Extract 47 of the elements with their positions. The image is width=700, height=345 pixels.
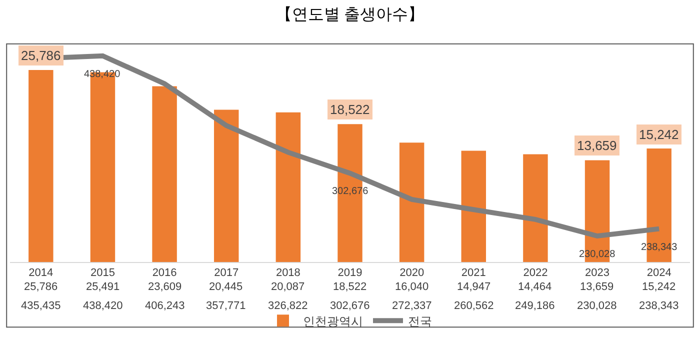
data-label: 14,464	[518, 281, 552, 293]
x-tick-label: 2023	[585, 267, 610, 280]
x-tick-label: 2021	[461, 267, 486, 280]
annotation: 25,786	[21, 48, 61, 63]
text: 238,343	[639, 300, 679, 312]
annotation: 15,242	[639, 127, 679, 142]
data-label: 13,659	[580, 281, 614, 293]
bar	[523, 154, 548, 262]
data-label: 16,040	[395, 281, 429, 293]
legend-label: 인천광역시	[303, 314, 363, 328]
annotation: 18,522	[330, 102, 370, 117]
bar	[28, 70, 54, 262]
text: 326,822	[268, 300, 308, 312]
data-label: 15,242	[642, 281, 676, 293]
x-tick-label: 2016	[152, 267, 177, 280]
bar	[276, 112, 301, 262]
bar	[399, 142, 424, 262]
data-label: 18,522	[333, 281, 367, 293]
text: 435,435	[21, 300, 61, 312]
data-label: 20,087	[271, 281, 305, 293]
x-tick-label: 2022	[523, 267, 548, 280]
data-label: 25,491	[86, 281, 120, 293]
text: 357,771	[206, 300, 246, 312]
data-label: 23,609	[148, 281, 182, 293]
data-label: 20,445	[209, 281, 243, 293]
text: 230,028	[577, 300, 617, 312]
x-tick-label: 2020	[400, 267, 424, 280]
x-tick-label: 2015	[90, 267, 115, 280]
data-label: 25,786	[24, 281, 58, 293]
legend-label: 전국	[408, 314, 432, 328]
bar	[461, 150, 486, 262]
text: 249,186	[515, 300, 555, 312]
bar	[214, 110, 239, 262]
x-tick-label: 2017	[214, 267, 239, 280]
annotation: 13,659	[577, 138, 617, 153]
bar	[152, 86, 177, 262]
text: 406,243	[145, 300, 185, 312]
x-tick-label: 2014	[28, 267, 54, 280]
x-tick-label: 2024	[646, 267, 672, 280]
x-tick-label: 2019	[338, 267, 362, 280]
text: 260,562	[454, 300, 494, 312]
chart-title: 【연도별 출생아수】	[276, 5, 424, 24]
x-tick-label: 2018	[276, 267, 300, 280]
text: 272,337	[392, 300, 432, 312]
text: 302,676	[330, 300, 370, 312]
text: 438,420	[83, 300, 123, 312]
data-label: 14,947	[457, 281, 491, 293]
